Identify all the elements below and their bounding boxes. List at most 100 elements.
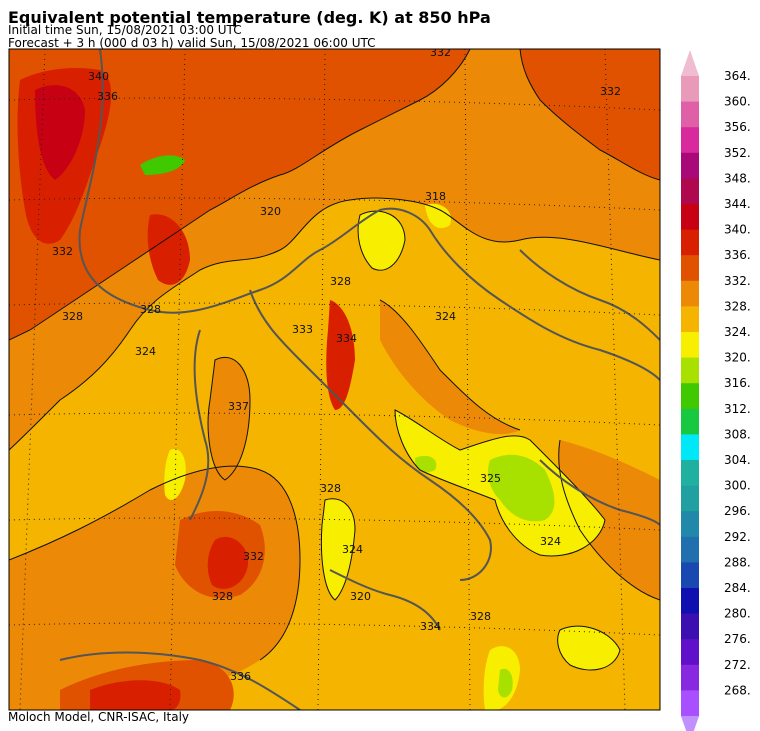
contour-label: 318: [425, 190, 446, 203]
colorbar-swatch: [681, 639, 699, 666]
contour-label: 328: [330, 275, 351, 288]
colorbar-level-label: 308.: [724, 427, 751, 441]
colorbar-swatch: [681, 690, 699, 717]
contour-label: 328: [212, 590, 233, 603]
contour-label: 328: [470, 610, 491, 623]
colorbar-level-label: 312.: [724, 402, 751, 416]
colorbar-level-label: 360.: [724, 95, 751, 109]
graticule-line: [464, 49, 471, 710]
colorbar-swatch: [681, 76, 699, 103]
coastline: [78, 49, 660, 381]
colorbar-level-label: 276.: [724, 632, 751, 646]
model-credit: Moloch Model, CNR-ISAC, Italy: [8, 710, 190, 724]
colorbar-level-label: 284.: [724, 581, 751, 595]
contour-label: 334: [420, 620, 441, 633]
colorbar-level-label: 272.: [724, 658, 751, 672]
contour-line: [557, 625, 621, 671]
field-band-316-a: [488, 454, 555, 522]
field-band-328-se: [558, 440, 660, 600]
contour-line: [207, 357, 251, 481]
colorbar-level-label: 300.: [724, 479, 751, 493]
contour-line: [357, 210, 406, 271]
colorbar-swatch: [681, 664, 699, 691]
colorbar-swatch: [681, 280, 699, 307]
colorbar-swatch: [681, 332, 699, 359]
contour-label: 328: [140, 303, 161, 316]
map-title: Equivalent potential temperature (deg. K…: [8, 8, 491, 27]
colorbar-level-label: 336.: [724, 248, 751, 262]
graticule-line: [317, 49, 326, 710]
colorbar-swatch: [681, 511, 699, 538]
colorbar-swatch: [681, 613, 699, 640]
graticule-line: [9, 622, 660, 636]
colorbar-level-label: 328.: [724, 299, 751, 313]
colorbar-swatch: [681, 536, 699, 563]
field-band-336-e: [90, 680, 181, 710]
coastline: [249, 289, 492, 581]
colorbar-level-label: 356.: [724, 120, 751, 134]
colorbar-level-label: 292.: [724, 530, 751, 544]
field-band-324-a: [358, 211, 405, 271]
contour-label: 332: [52, 245, 73, 258]
colorbar-swatch: [681, 434, 699, 461]
colorbar-swatch: [681, 562, 699, 589]
contour-line: [9, 197, 660, 451]
contour-label: 325: [480, 472, 501, 485]
coastline: [59, 651, 301, 710]
contour-line: [9, 49, 471, 341]
contour-label: 337: [228, 400, 249, 413]
colorbar-level-label: 304.: [724, 453, 751, 467]
colorbar-swatch: [681, 255, 699, 282]
contour-label: 320: [350, 590, 371, 603]
contour-label: 328: [320, 482, 341, 495]
contour-label: 334: [336, 332, 357, 345]
graticule-line: [9, 97, 660, 111]
colorbar-level-label: 268.: [724, 683, 751, 697]
colorbar-swatch: [681, 152, 699, 179]
colorbar-swatch: [681, 306, 699, 333]
field-band-328-central: [208, 357, 250, 480]
field-band-336-c: [326, 300, 355, 410]
contour-label: 324: [342, 543, 363, 556]
contour-label: 324: [135, 345, 156, 358]
colorbar-level-label: 316.: [724, 376, 751, 390]
coastline: [519, 249, 660, 341]
colorbar-level-label: 348.: [724, 171, 751, 185]
colorbar-swatch: [681, 408, 699, 435]
graticule-line: [169, 49, 186, 710]
field-band-336-b: [147, 214, 190, 285]
field-band-324-b: [425, 203, 451, 229]
colorbar-top-cap: [681, 50, 699, 76]
colorbar-level-label: 324.: [724, 325, 751, 339]
contour-line: [558, 439, 660, 601]
contour-line: [519, 49, 660, 181]
field-band-316-c: [498, 668, 513, 698]
initial-time: Initial time Sun, 15/08/2021 03:00 UTC: [8, 23, 242, 37]
colorbar-level-label: 332.: [724, 274, 751, 288]
map-frame: [8, 48, 661, 711]
coastline: [189, 329, 210, 521]
contour-line: [320, 498, 356, 601]
contour-label: 340: [88, 70, 109, 83]
field-band-340: [35, 85, 85, 180]
graticule-line: [9, 412, 660, 426]
contour-line: [379, 299, 521, 431]
colorbar-level-label: 280.: [724, 607, 751, 621]
colorbar-level-label: 320.: [724, 351, 751, 365]
graticule-line: [9, 197, 660, 211]
colorbar-level-label: 296.: [724, 504, 751, 518]
contour-label: 328: [62, 310, 83, 323]
colorbar-level-label: 288.: [724, 555, 751, 569]
colorbar-swatch: [681, 357, 699, 384]
colorbar-swatch: [681, 485, 699, 512]
field-band-324-e: [557, 626, 620, 670]
colorbar-level-label: 344.: [724, 197, 751, 211]
colorbar-level-label: 364.: [724, 69, 751, 83]
colorbar-swatch: [681, 101, 699, 128]
contour-label: 332: [243, 550, 264, 563]
contour-label: 336: [230, 670, 251, 683]
colorbar-swatch: [681, 229, 699, 256]
graticule-line: [9, 302, 660, 316]
field-band-332: [9, 49, 470, 340]
